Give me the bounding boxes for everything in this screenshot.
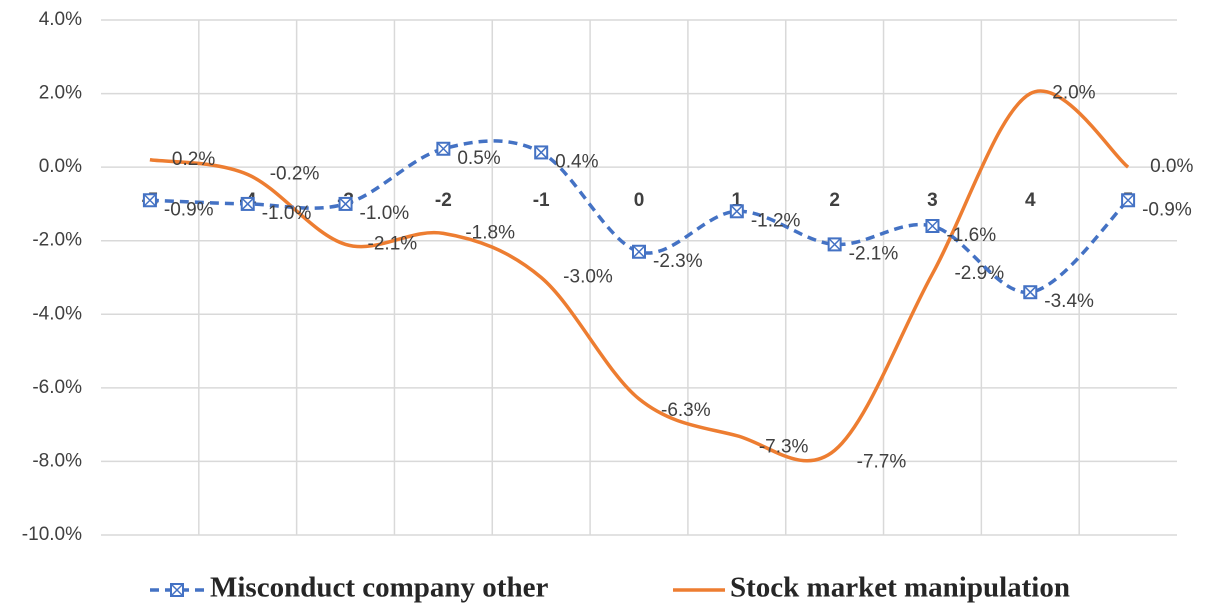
data-label: -1.0% bbox=[360, 203, 410, 224]
y-tick-label: 0.0% bbox=[39, 156, 82, 177]
marker-cross bbox=[632, 245, 646, 259]
data-label: 0.4% bbox=[555, 151, 598, 172]
x-tick-label: 3 bbox=[927, 190, 938, 211]
data-label: -0.9% bbox=[164, 199, 214, 220]
marker-cross bbox=[828, 237, 842, 251]
y-tick-label: -2.0% bbox=[32, 230, 82, 251]
data-label: -2.1% bbox=[849, 243, 899, 264]
data-label: -2.9% bbox=[954, 263, 1004, 284]
data-label: -3.4% bbox=[1044, 291, 1094, 312]
y-tick-label: -10.0% bbox=[22, 524, 82, 545]
legend-label: Misconduct company other bbox=[210, 572, 548, 604]
data-label: 0.5% bbox=[457, 148, 500, 169]
data-label: -1.2% bbox=[751, 210, 801, 231]
data-label: -2.3% bbox=[653, 251, 703, 272]
data-label: -7.3% bbox=[759, 437, 809, 458]
marker-cross bbox=[1121, 193, 1135, 207]
x-tick-label: -1 bbox=[533, 190, 550, 211]
marker-cross bbox=[436, 142, 450, 156]
data-label: -1.8% bbox=[465, 222, 515, 243]
marker-cross bbox=[143, 193, 157, 207]
y-tick-label: -4.0% bbox=[32, 303, 82, 324]
data-label: -0.9% bbox=[1142, 199, 1192, 220]
data-label: -3.0% bbox=[563, 267, 613, 288]
data-label: -2.1% bbox=[368, 233, 418, 254]
x-tick-label: -2 bbox=[435, 190, 452, 211]
data-label: -1.0% bbox=[262, 203, 312, 224]
marker-cross bbox=[339, 197, 353, 211]
marker-cross bbox=[1023, 285, 1037, 299]
x-tick-label: 1 bbox=[732, 190, 743, 211]
y-tick-label: -6.0% bbox=[32, 377, 82, 398]
data-label: -0.2% bbox=[270, 164, 320, 185]
x-tick-label: 4 bbox=[1025, 190, 1036, 211]
y-tick-label: 4.0% bbox=[39, 9, 82, 30]
x-tick-label: 0 bbox=[634, 190, 645, 211]
marker-cross bbox=[925, 219, 939, 233]
data-label: -1.6% bbox=[946, 225, 996, 246]
marker-cross bbox=[730, 204, 744, 218]
data-label: 0.2% bbox=[172, 149, 215, 170]
data-label: 0.0% bbox=[1150, 156, 1193, 177]
legend-label: Stock market manipulation bbox=[730, 572, 1070, 604]
series-line bbox=[149, 139, 1130, 294]
marker-cross bbox=[534, 145, 548, 159]
y-tick-label: -8.0% bbox=[32, 450, 82, 471]
data-label: 2.0% bbox=[1052, 83, 1095, 104]
y-tick-label: 2.0% bbox=[39, 83, 82, 104]
data-label: -7.7% bbox=[857, 451, 907, 472]
x-tick-label: 2 bbox=[829, 190, 840, 211]
data-label: -6.3% bbox=[661, 400, 711, 421]
series-line bbox=[149, 89, 1130, 463]
marker-cross bbox=[241, 197, 255, 211]
legend-marker-cross bbox=[170, 583, 184, 597]
